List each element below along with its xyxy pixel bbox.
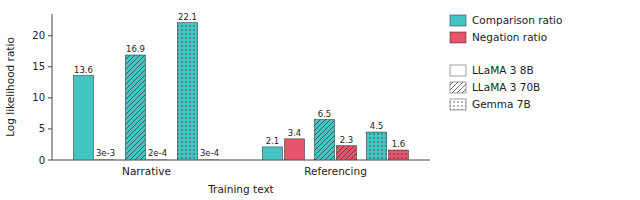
legend-swatch bbox=[450, 82, 466, 93]
bar-hatch bbox=[389, 150, 409, 160]
bar bbox=[389, 150, 409, 160]
x-tick-label: Narrative bbox=[122, 165, 171, 177]
x-axis-label: Training text bbox=[207, 183, 274, 195]
y-tick-label: 5 bbox=[39, 123, 45, 134]
chart: 0 5 10 15 20 Log likelihood ratio Narrative Ref… bbox=[0, 0, 640, 200]
y-tick bbox=[48, 35, 52, 36]
data-label: 13.6 bbox=[74, 65, 93, 75]
legend-label: Comparison ratio bbox=[472, 14, 562, 26]
bar-hatch bbox=[178, 23, 198, 160]
legend-swatch bbox=[450, 65, 466, 76]
bar bbox=[148, 159, 168, 160]
bar bbox=[263, 147, 283, 160]
data-label: 1.6 bbox=[392, 139, 406, 149]
data-label: 4.5 bbox=[370, 121, 384, 131]
data-label: 16.9 bbox=[126, 44, 145, 54]
y-tick bbox=[48, 97, 52, 98]
data-label: 3e-3 bbox=[96, 148, 115, 158]
bar-hatch bbox=[337, 146, 357, 160]
y-tick-label: 15 bbox=[32, 61, 45, 72]
bar bbox=[315, 120, 335, 160]
y-tick bbox=[48, 160, 52, 161]
data-label: 6.5 bbox=[318, 109, 332, 119]
legend-swatch bbox=[450, 99, 466, 110]
bar-hatch bbox=[315, 120, 335, 160]
data-label: 2.3 bbox=[340, 135, 354, 145]
legend-label: LLaMA 3 70B bbox=[472, 81, 540, 93]
y-axis: 0 5 10 15 20 bbox=[32, 14, 52, 166]
bar-hatch bbox=[200, 159, 220, 160]
legend-swatch bbox=[450, 32, 466, 43]
bar bbox=[96, 159, 116, 160]
legend-label: Negation ratio bbox=[472, 31, 547, 43]
bar bbox=[337, 146, 357, 160]
data-label: 3e-4 bbox=[200, 148, 219, 158]
bar bbox=[178, 23, 198, 160]
data-label: 2.1 bbox=[266, 136, 280, 146]
bar bbox=[367, 132, 387, 160]
x-tick-label: Referencing bbox=[304, 165, 367, 177]
legend-swatch-hatch bbox=[450, 82, 466, 93]
data-label: 3.4 bbox=[288, 128, 302, 138]
chart-container: 0 5 10 15 20 Log likelihood ratio Narrative Ref… bbox=[0, 0, 640, 200]
legend-swatch-hatch bbox=[450, 99, 466, 110]
bar bbox=[200, 159, 220, 160]
bar-hatch bbox=[148, 159, 168, 160]
y-tick-label: 10 bbox=[32, 92, 45, 103]
y-axis-label: Log likelihood ratio bbox=[4, 37, 16, 137]
legend-label: LLaMA 3 8B bbox=[472, 64, 534, 76]
y-tick bbox=[48, 128, 52, 129]
bar bbox=[74, 76, 94, 160]
y-tick-label: 20 bbox=[32, 30, 45, 41]
data-label: 2e-4 bbox=[148, 148, 167, 158]
legend-swatch bbox=[450, 15, 466, 26]
legend: Comparison ratio Negation ratio LLaMA 3 8B… bbox=[450, 14, 562, 110]
y-tick bbox=[48, 66, 52, 67]
bar bbox=[285, 139, 305, 160]
x-axis: Narrative Referencing bbox=[52, 160, 430, 177]
y-tick-label: 0 bbox=[39, 155, 45, 166]
bar bbox=[126, 55, 146, 160]
bars bbox=[74, 23, 409, 160]
data-labels: 13.6 2.1 3e-3 3.4 16.9 6.5 2e-4 2.3 22.1 4.5 3e-4 1… bbox=[74, 12, 405, 158]
bar-hatch bbox=[126, 55, 146, 160]
bar-hatch bbox=[367, 132, 387, 160]
data-label: 22.1 bbox=[178, 12, 197, 22]
legend-label: Gemma 7B bbox=[472, 98, 531, 110]
